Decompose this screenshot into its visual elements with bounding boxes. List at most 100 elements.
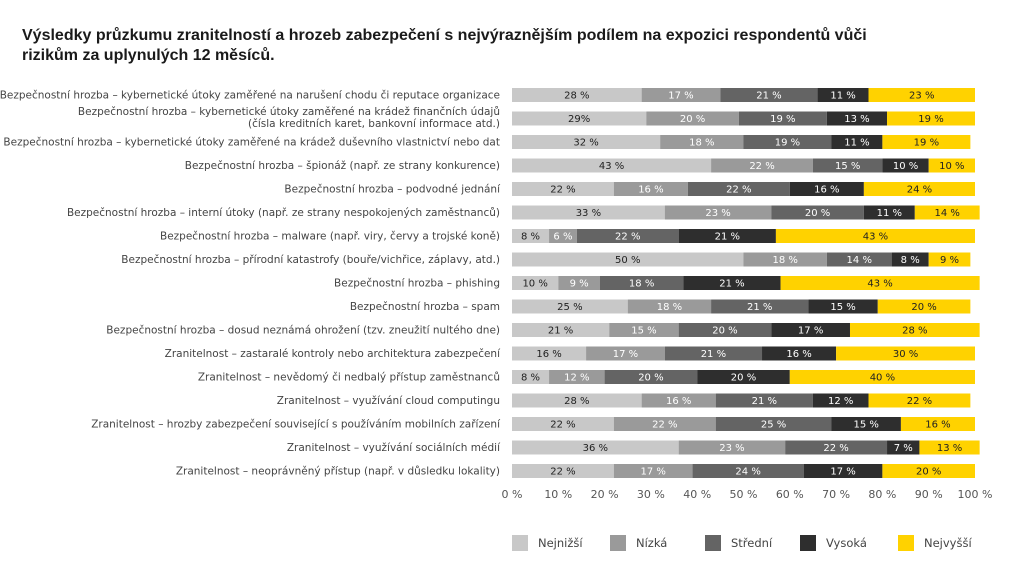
data-label: 17 %: [798, 326, 823, 337]
data-label: 17 %: [668, 91, 693, 102]
data-label: 29%: [568, 114, 590, 125]
data-label: 8 %: [521, 373, 540, 384]
data-label: 6 %: [553, 232, 572, 243]
bar-segment: [512, 440, 679, 455]
category-label: Zranitelnost – využívání cloud computing…: [277, 395, 500, 407]
bar-segment: [863, 182, 975, 196]
bar-segment: [586, 346, 665, 361]
x-tick-label: 10 %: [544, 488, 572, 501]
data-label: 20 %: [731, 373, 756, 384]
data-label: 13 %: [844, 114, 869, 125]
data-label: 14 %: [847, 255, 872, 266]
category-label: Bezpečnostní hrozba – phishing: [334, 278, 500, 290]
data-label: 20 %: [805, 208, 830, 219]
data-label: 23 %: [909, 91, 934, 102]
data-label: 15 %: [830, 302, 855, 313]
data-label: 20 %: [916, 467, 941, 478]
data-label: 22 %: [550, 420, 575, 431]
category-label: Bezpečnostní hrozba – dosud neznámá ohro…: [106, 325, 500, 337]
bar-segment: [711, 299, 809, 314]
data-label: 10 %: [522, 279, 547, 290]
bar-segment: [812, 393, 869, 408]
x-tick-label: 50 %: [730, 488, 758, 501]
data-label: 30 %: [893, 349, 918, 360]
data-label: 25 %: [761, 420, 786, 431]
data-label: 22 %: [907, 396, 932, 407]
x-tick-label: 20 %: [591, 488, 619, 501]
bar-segment: [868, 393, 971, 408]
data-label: 18 %: [772, 255, 797, 266]
bar-segment: [512, 323, 610, 337]
bar-segment: [646, 111, 739, 126]
data-label: 24 %: [735, 467, 760, 478]
bar-segment: [576, 229, 679, 243]
data-label: 16 %: [536, 349, 561, 360]
bar-segment: [914, 205, 980, 220]
data-label: 13 %: [937, 443, 962, 454]
data-label: 22 %: [652, 420, 677, 431]
bar-segment: [919, 440, 980, 455]
data-label: 15 %: [631, 326, 656, 337]
x-tick-label: 70 %: [822, 488, 850, 501]
legend-label: Nejnižší: [538, 536, 583, 550]
bars: 28 % 17 % 21 % 11 % 23 % 29% 20 % 19 % 13 % 19 % 3…: [512, 88, 980, 478]
bar-segment: [812, 158, 883, 173]
legend: Nejnižší Nízká Střední Vysoká Nejvyšší: [512, 535, 972, 551]
bar-segment: [613, 417, 716, 431]
data-label: 43 %: [867, 279, 892, 290]
category-label: Bezpečnostní hrozba – malware (např. vir…: [160, 231, 500, 243]
bar-segment: [720, 88, 818, 102]
bar-segment: [604, 370, 698, 384]
bar-segment: [868, 88, 975, 102]
bar-segment: [512, 229, 550, 243]
bar-segment: [891, 252, 929, 267]
bar-segment: [512, 464, 614, 478]
data-label: 17 %: [641, 467, 666, 478]
bar-segment: [928, 158, 975, 173]
data-label: 16 %: [786, 349, 811, 360]
data-label: 20 %: [680, 114, 705, 125]
legend-swatch: [898, 535, 914, 551]
data-label: 33 %: [576, 208, 601, 219]
data-label: 17 %: [613, 349, 638, 360]
data-label: 23 %: [705, 208, 730, 219]
bar-segment: [863, 205, 915, 220]
x-tick-label: 60 %: [776, 488, 804, 501]
data-label: 11 %: [844, 138, 869, 149]
bar-segment: [789, 182, 864, 196]
data-label: 43 %: [863, 232, 888, 243]
bar-segment: [882, 158, 929, 173]
bar-segment: [803, 464, 883, 478]
bar-segment: [808, 299, 878, 314]
bar-segment: [817, 88, 869, 102]
bar-segment: [512, 276, 559, 290]
bar-segment: [877, 299, 971, 314]
bar-segment: [711, 158, 813, 173]
data-label: 21 %: [719, 279, 744, 290]
bar-segment: [743, 252, 827, 267]
bar-segment: [900, 417, 975, 431]
data-label: 18 %: [629, 279, 654, 290]
bar-segment: [512, 299, 628, 314]
category-label: Bezpečnostní hrozba – přírodní katastrof…: [121, 254, 500, 266]
data-label: 12 %: [828, 396, 853, 407]
bar-segment: [715, 417, 832, 431]
data-label: 10 %: [893, 161, 918, 172]
bar-segment: [512, 346, 587, 361]
bar-segment: [512, 111, 647, 126]
data-label: 22 %: [550, 185, 575, 196]
data-label: 16 %: [666, 396, 691, 407]
data-label: 22 %: [550, 467, 575, 478]
data-label: 24 %: [907, 185, 932, 196]
data-label: 16 %: [925, 420, 950, 431]
category-label: Bezpečnostní hrozba – kybernetické útoky…: [78, 106, 500, 130]
bar-segment: [678, 440, 786, 455]
bar-segment: [599, 276, 684, 290]
legend-label: Střední: [731, 536, 773, 550]
bar-segment: [641, 88, 721, 102]
data-label: 28 %: [902, 326, 927, 337]
bar-segment: [512, 370, 550, 384]
data-label: 22 %: [726, 185, 751, 196]
bar-segment: [789, 370, 975, 384]
category-label: Zranitelnost – nevědomý či nedbalý příst…: [198, 372, 500, 384]
